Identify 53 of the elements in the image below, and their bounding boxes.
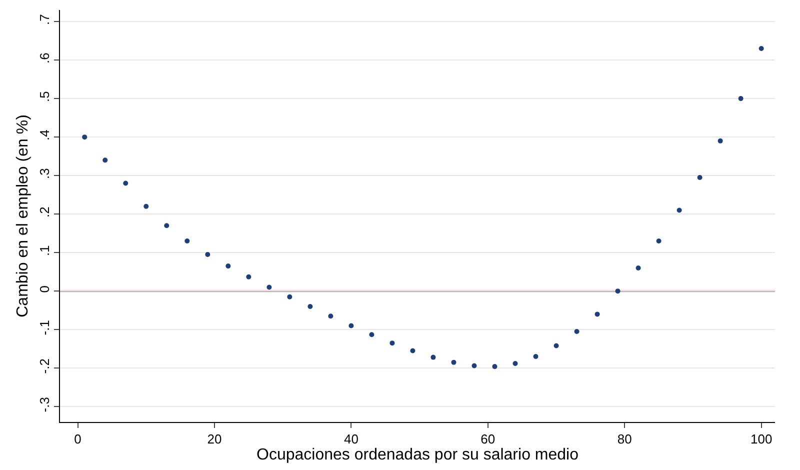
point — [144, 204, 149, 209]
point — [738, 96, 744, 102]
point — [554, 343, 559, 348]
point — [615, 288, 620, 294]
point — [492, 364, 498, 370]
x-tick-label: 60 — [480, 432, 496, 447]
point — [226, 264, 231, 269]
point — [348, 323, 354, 328]
point — [758, 46, 764, 51]
point — [410, 348, 416, 354]
y-tick-label: -.2 — [36, 358, 52, 374]
y-tick-label: -.3 — [36, 397, 52, 412]
point — [287, 294, 292, 300]
x-tick-label: 20 — [207, 432, 222, 447]
x-tick-label: 40 — [344, 432, 358, 447]
y-tick-label: 0 — [36, 286, 52, 293]
point — [472, 363, 477, 368]
point — [82, 134, 88, 140]
point — [430, 354, 436, 360]
point — [697, 175, 702, 180]
y-tick-label: .3 — [36, 168, 52, 180]
point — [205, 252, 210, 257]
y-tick-label: .2 — [36, 206, 52, 218]
point — [308, 304, 313, 309]
point — [102, 158, 108, 163]
point — [656, 238, 662, 244]
point — [123, 180, 128, 186]
point — [636, 265, 641, 270]
y-tick-label: .4 — [36, 130, 52, 141]
y-tick-label: -.1 — [36, 320, 52, 336]
x-tick-label: 80 — [617, 432, 632, 447]
point — [512, 360, 518, 366]
x-tick-label: 100 — [750, 432, 772, 447]
point — [718, 138, 723, 144]
y-tick-label: .6 — [36, 52, 52, 64]
point — [390, 340, 395, 346]
point — [328, 314, 334, 319]
y-tick-label: .1 — [36, 245, 52, 256]
y-axis-title: Cambio en el empleo (en %) — [14, 114, 32, 318]
point — [266, 284, 272, 290]
x-axis-title: Ocupaciones ordenadas por su salario medio — [256, 446, 579, 464]
point — [246, 274, 252, 280]
point — [574, 329, 580, 334]
point — [676, 208, 682, 213]
x-tick-label: 0 — [74, 432, 82, 447]
y-tick-label: .5 — [36, 91, 52, 102]
point — [533, 354, 538, 360]
point — [451, 360, 456, 365]
y-tick-label: .7 — [36, 14, 52, 26]
point — [184, 238, 190, 244]
point — [594, 312, 600, 317]
point — [369, 332, 374, 338]
point — [164, 223, 170, 228]
